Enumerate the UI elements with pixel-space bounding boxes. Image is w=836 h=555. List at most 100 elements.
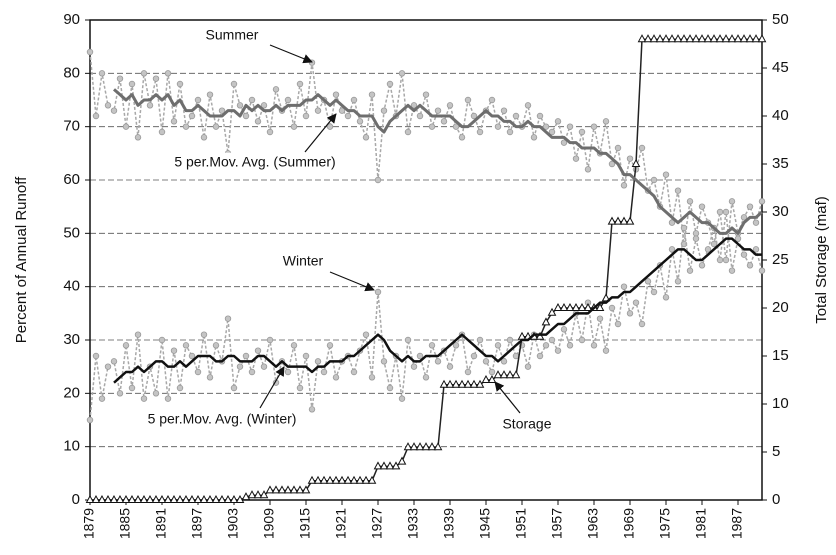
- point-marker: [554, 347, 562, 354]
- point-marker: [205, 494, 215, 503]
- annotation: 5 per.Mov. Avg. (Winter): [148, 411, 297, 427]
- point-marker: [326, 123, 334, 130]
- point-marker: [601, 293, 611, 302]
- point-marker: [206, 374, 214, 381]
- x-tick-label: 1951: [513, 508, 529, 539]
- point-marker: [398, 70, 406, 77]
- point-marker: [500, 358, 508, 365]
- point-marker: [602, 347, 610, 354]
- y2-tick-label: 30: [772, 203, 789, 220]
- point-marker: [463, 379, 473, 388]
- point-marker: [452, 342, 460, 349]
- point-marker: [241, 492, 251, 501]
- point-marker: [578, 128, 586, 136]
- point-marker: [224, 315, 232, 322]
- point-marker: [385, 461, 395, 470]
- point-marker: [152, 390, 160, 397]
- point-marker: [194, 96, 202, 104]
- point-marker: [170, 347, 178, 354]
- y-tick-label: 60: [63, 171, 80, 188]
- point-marker: [296, 80, 304, 88]
- point-marker: [535, 331, 545, 340]
- point-marker: [608, 304, 616, 312]
- point-marker: [583, 302, 593, 311]
- point-marker: [368, 374, 376, 381]
- point-marker: [739, 34, 749, 43]
- point-marker: [649, 34, 659, 43]
- point-marker: [590, 123, 598, 130]
- point-marker: [254, 347, 262, 354]
- annotation: 5 per.Mov. Avg. (Summer): [174, 154, 335, 170]
- x-tick-label: 1885: [117, 508, 133, 539]
- point-marker: [181, 494, 191, 503]
- x-tick-label: 1987: [729, 508, 745, 539]
- x-tick-label: 1927: [369, 508, 385, 539]
- point-marker: [145, 494, 155, 503]
- point-marker: [290, 123, 298, 130]
- y-tick-label: 40: [63, 278, 80, 295]
- point-marker: [476, 336, 484, 344]
- annotation-arrow: [494, 381, 521, 414]
- point-marker: [488, 368, 496, 376]
- point-marker: [434, 107, 442, 114]
- point-marker: [355, 475, 365, 484]
- point-marker: [566, 342, 574, 349]
- point-marker: [103, 494, 113, 503]
- point-marker: [86, 416, 94, 424]
- point-marker: [745, 34, 755, 43]
- point-marker: [362, 134, 370, 141]
- point-marker: [128, 80, 136, 88]
- point-marker: [691, 34, 701, 43]
- point-marker: [559, 302, 569, 311]
- point-marker: [434, 358, 442, 365]
- point-marker: [187, 494, 197, 503]
- point-marker: [506, 128, 514, 136]
- point-marker: [350, 96, 358, 104]
- point-marker: [260, 363, 268, 370]
- point-marker: [206, 91, 214, 98]
- point-marker: [536, 352, 544, 360]
- point-marker: [685, 34, 695, 43]
- point-marker: [602, 118, 610, 125]
- x-tick-label: 1897: [189, 508, 205, 539]
- point-marker: [122, 123, 130, 130]
- point-marker: [98, 395, 106, 402]
- y2-axis-label: Total Storage (maf): [813, 196, 830, 324]
- point-marker: [716, 208, 724, 216]
- point-marker: [248, 368, 256, 376]
- point-marker: [200, 331, 208, 338]
- point-marker: [350, 368, 358, 376]
- point-marker: [494, 123, 502, 130]
- point-marker: [553, 302, 563, 311]
- point-marker: [757, 34, 767, 43]
- point-marker: [337, 475, 347, 484]
- point-marker: [631, 158, 641, 167]
- point-marker: [169, 494, 179, 503]
- point-marker: [200, 134, 208, 141]
- annotation-arrow: [304, 113, 337, 153]
- y2-tick-label: 35: [772, 155, 789, 172]
- point-marker: [158, 128, 166, 136]
- point-marker: [565, 302, 575, 311]
- point-marker: [302, 352, 310, 360]
- point-marker: [338, 107, 346, 114]
- point-marker: [295, 485, 305, 494]
- point-marker: [230, 80, 238, 88]
- point-marker: [668, 219, 676, 226]
- point-marker: [152, 75, 160, 82]
- point-marker: [104, 102, 112, 109]
- point-marker: [320, 368, 328, 376]
- point-marker: [272, 86, 280, 93]
- point-marker: [746, 262, 754, 269]
- point-marker: [619, 216, 629, 225]
- point-marker: [235, 494, 245, 503]
- point-marker: [98, 70, 106, 77]
- point-marker: [728, 267, 736, 274]
- point-marker: [361, 475, 371, 484]
- annotation: Winter: [283, 253, 324, 269]
- y-tick-label: 0: [72, 491, 80, 508]
- point-marker: [356, 118, 364, 125]
- point-marker: [692, 235, 700, 242]
- point-marker: [625, 216, 635, 225]
- point-marker: [481, 374, 491, 383]
